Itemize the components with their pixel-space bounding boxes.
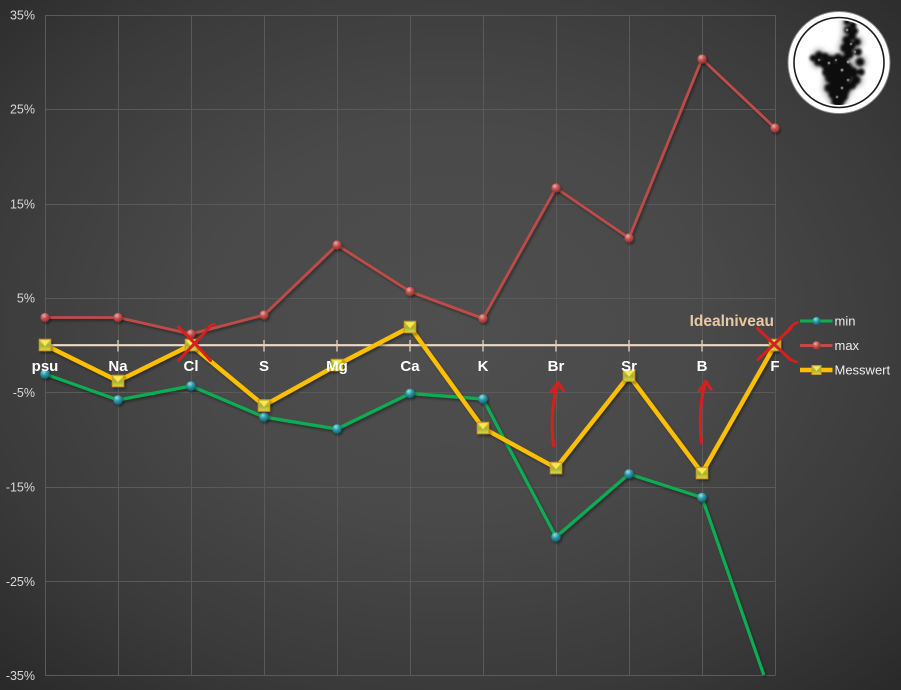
- svg-text:Messwert: Messwert: [835, 363, 891, 378]
- svg-text:-5%: -5%: [13, 386, 35, 400]
- svg-text:Idealniveau: Idealniveau: [690, 313, 774, 330]
- svg-text:-25%: -25%: [6, 575, 35, 589]
- svg-text:Cl: Cl: [184, 358, 199, 375]
- svg-text:S: S: [259, 358, 269, 375]
- svg-text:-15%: -15%: [6, 481, 35, 495]
- svg-text:5%: 5%: [17, 292, 35, 306]
- svg-text:15%: 15%: [10, 198, 35, 212]
- svg-text:min: min: [835, 314, 856, 329]
- svg-text:Na: Na: [108, 358, 128, 375]
- svg-text:Mg: Mg: [326, 358, 348, 375]
- svg-text:K: K: [478, 358, 489, 375]
- svg-text:psu: psu: [32, 358, 59, 375]
- svg-text:-35%: -35%: [6, 669, 35, 683]
- svg-text:F: F: [770, 358, 779, 375]
- svg-text:Br: Br: [548, 358, 565, 375]
- svg-text:Ca: Ca: [400, 358, 420, 375]
- svg-text:25%: 25%: [10, 103, 35, 117]
- svg-text:Sr: Sr: [621, 358, 637, 375]
- svg-text:max: max: [835, 338, 860, 353]
- svg-text:B: B: [697, 358, 708, 375]
- svg-text:35%: 35%: [10, 9, 35, 23]
